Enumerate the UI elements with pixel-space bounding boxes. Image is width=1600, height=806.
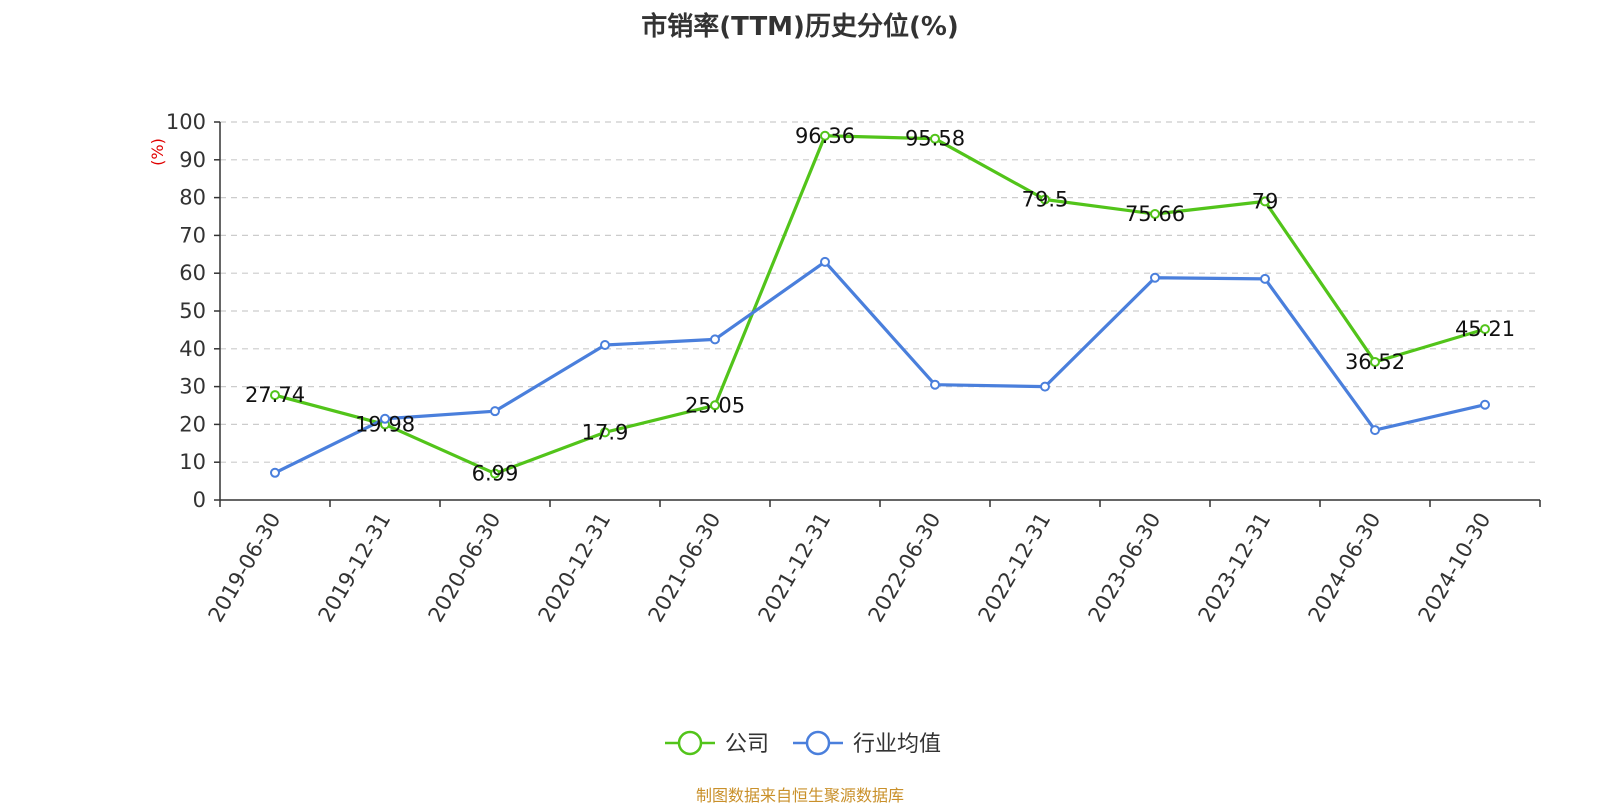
y-tick-label: 70 [179,223,206,247]
data-point-industry [490,406,500,417]
y-tick-label: 80 [179,186,206,210]
data-labels: 27.74 19.98 6.99 17.9 25.05 96.36 95.58 79.5 75.… [245,124,1515,486]
y-tick-label: 0 [193,488,206,512]
data-label: 6.99 [472,462,519,486]
data-label: 75.66 [1125,202,1185,226]
data-point-company [1480,324,1490,335]
x-tick-label: 2020-12-31 [534,509,616,627]
data-point-company [270,390,280,401]
data-point-company [820,130,830,141]
data-point-industry [1260,273,1270,284]
data-point-company [1040,194,1050,205]
data-label: 36.52 [1345,350,1405,374]
data-label: 25.05 [685,393,745,417]
series-points [270,130,1490,479]
data-label: 96.36 [795,124,855,148]
legend-item-company: 公司 [665,730,769,757]
x-tick-label: 2021-06-30 [644,509,726,627]
y-tick-label: 50 [179,299,206,323]
x-tick-label: 2023-12-31 [1194,509,1276,627]
data-point-industry [270,467,280,478]
legend: 公司 行业均值 [665,730,941,757]
data-point-industry [710,334,720,345]
data-point-industry [1480,399,1490,410]
y-tick-label: 90 [179,148,206,172]
y-tick-label: 20 [179,412,206,436]
x-tick-label: 2019-06-30 [204,509,286,627]
data-point-company [600,427,610,438]
data-point-company [490,468,500,479]
data-point-company [710,400,720,411]
series-line-company [274,134,1486,476]
data-point-industry [1150,272,1160,283]
chart-title: 市销率(TTM)历史分位(%) [641,12,959,42]
data-point-industry [1040,381,1050,392]
data-point-company [930,133,940,144]
data-point-industry [380,413,390,424]
series-line-industry [274,260,1486,475]
legend-marker [805,730,831,756]
x-tick-label: 2022-06-30 [864,509,946,627]
x-tick-label: 2020-06-30 [424,509,506,627]
y-tick-label: 40 [179,337,206,361]
data-point-company [1370,356,1380,367]
legend-marker [677,730,703,756]
data-point-industry [820,256,830,267]
y-tick-label: 100 [166,110,206,134]
y-tick-label: 30 [179,375,206,399]
x-tick-label: 2023-06-30 [1084,509,1166,627]
data-label: 17.9 [582,420,629,444]
data-label: 79 [1252,189,1279,213]
line-chart: 0 10 20 30 40 50 60 70 80 90 100 2019-06-30 2019-12… [148,110,1541,757]
legend-label: 公司 [725,732,769,757]
x-tick-label: 2024-10-30 [1414,509,1496,627]
y-axis-unit: (%) [148,138,167,166]
data-label: 27.74 [245,383,305,407]
data-point-company [1260,196,1270,207]
source-note: 制图数据来自恒生聚源数据库 [695,786,904,805]
data-point-industry [1370,425,1380,436]
data-label: 45.21 [1455,317,1515,341]
x-tick-label: 2022-12-31 [974,509,1056,627]
data-label: 79.5 [1022,187,1069,211]
data-point-industry [600,340,610,351]
data-point-company [1150,209,1160,220]
legend-item-industry: 行业均值 [793,730,941,757]
x-tick-label: 2024-06-30 [1304,509,1386,627]
legend-label: 行业均值 [853,732,941,757]
x-tick-label: 2019-12-31 [314,509,396,627]
y-tick-label: 10 [179,450,206,474]
grid-lines [220,121,1540,463]
data-label: 95.58 [905,127,965,151]
y-axis-ticks: 0 10 20 30 40 50 60 70 80 90 100 [166,110,220,512]
series-lines [274,134,1486,476]
data-point-industry [930,379,940,390]
data-label: 19.98 [355,412,415,436]
x-axis-ticks: 2019-06-30 2019-12-31 2020-06-30 2020-12-31… [204,500,1541,627]
x-tick-label: 2021-12-31 [754,509,836,627]
y-tick-label: 60 [179,261,206,285]
